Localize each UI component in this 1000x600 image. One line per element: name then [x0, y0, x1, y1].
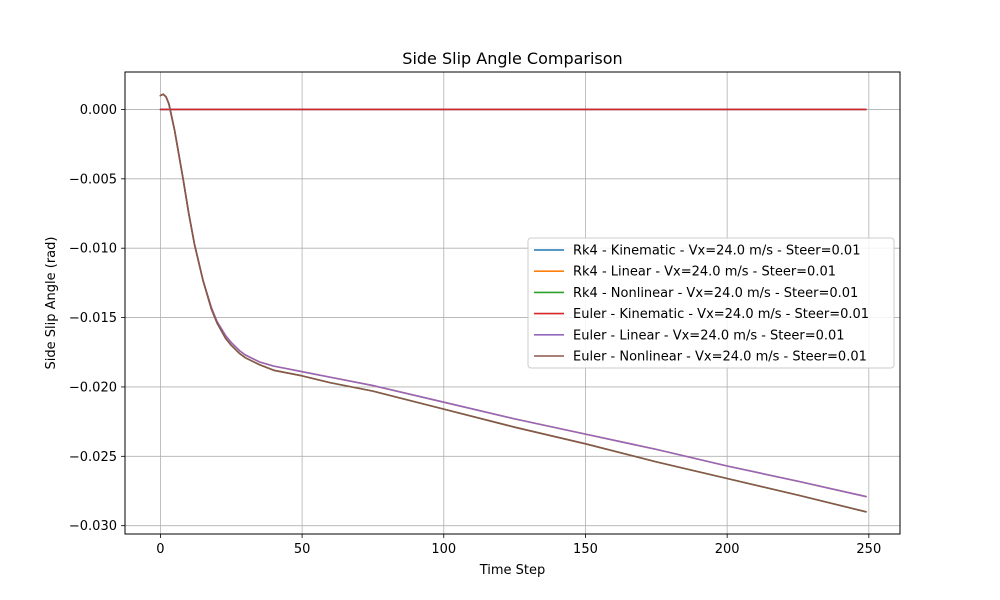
- x-axis-label: Time Step: [479, 563, 546, 578]
- y-tick-label: −0.015: [69, 311, 117, 326]
- x-tick-label: 0: [156, 542, 164, 557]
- series-lines: [159, 93, 867, 513]
- y-tick-label: −0.005: [69, 172, 117, 187]
- legend-entry: Euler - Linear - Vx=24.0 m/s - Steer=0.0…: [573, 328, 845, 343]
- legend-entry: Euler - Kinematic - Vx=24.0 m/s - Steer=…: [573, 307, 869, 322]
- legend-entry: Rk4 - Kinematic - Vx=24.0 m/s - Steer=0.…: [573, 244, 860, 259]
- y-tick-label: −0.010: [69, 242, 117, 257]
- y-tick-label: −0.030: [69, 519, 117, 534]
- legend: Rk4 - Kinematic - Vx=24.0 m/s - Steer=0.…: [527, 237, 895, 369]
- y-axis-label: Side Slip Angle (rad): [44, 237, 59, 370]
- y-axis-ticks: 0.000 −0.005 −0.010 −0.015 −0.020 −0.025 −0.03…: [69, 103, 125, 534]
- legend-entry: Euler - Nonlinear - Vx=24.0 m/s - Steer=…: [573, 350, 867, 365]
- x-tick-label: 250: [856, 542, 881, 557]
- plot-area: [159, 93, 867, 513]
- plot-frame: [124, 71, 901, 535]
- x-tick-label: 150: [573, 542, 598, 557]
- legend-entry: Rk4 - Linear - Vx=24.0 m/s - Steer=0.01: [573, 265, 836, 280]
- x-tick-label: 100: [431, 542, 456, 557]
- y-tick-label: −0.020: [69, 380, 117, 395]
- x-axis-ticks: 0 50 100 150 200 250: [156, 534, 881, 557]
- y-tick-label: −0.025: [69, 450, 117, 465]
- series-line-5: [159, 93, 867, 513]
- x-tick-label: 50: [294, 542, 311, 557]
- chart-title: Side Slip Angle Comparison: [402, 49, 622, 68]
- legend-entry: Rk4 - Nonlinear - Vx=24.0 m/s - Steer=0.…: [573, 286, 858, 301]
- y-tick-label: 0.000: [80, 103, 117, 118]
- x-tick-label: 200: [715, 542, 740, 557]
- legend-box: [527, 237, 895, 369]
